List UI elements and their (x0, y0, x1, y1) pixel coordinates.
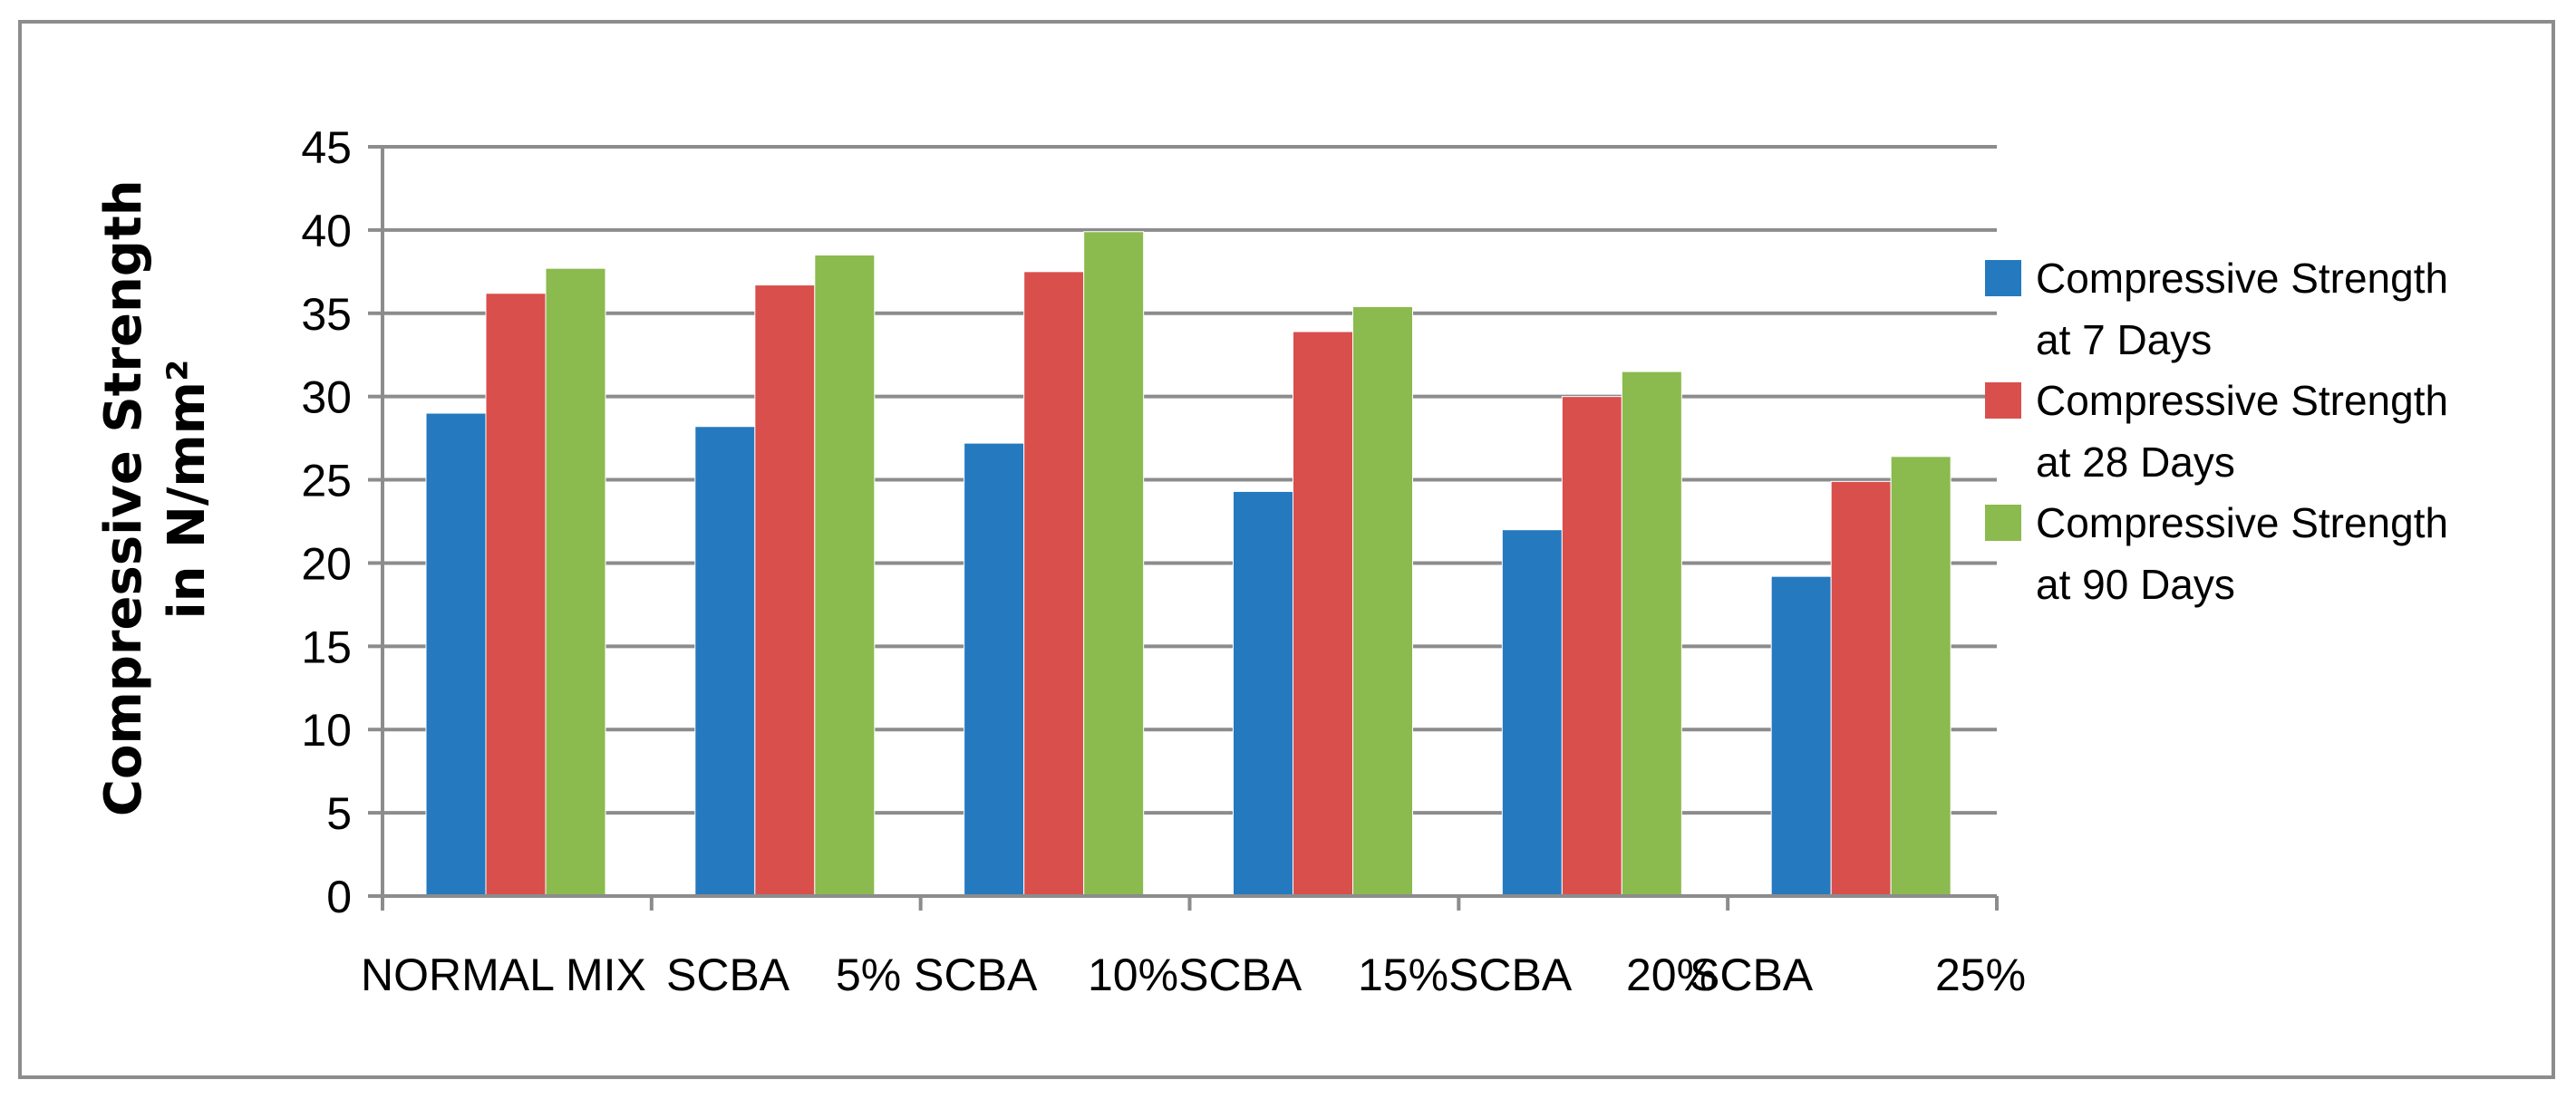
bar-2-6 (1830, 480, 1892, 897)
y-axis-title: Compressive Strength in N/mm² (94, 162, 217, 816)
legend-label-2-line-2: at 28 Days (2036, 439, 2235, 486)
x-tick-labels: NORMAL MIX SCBA 5% SCBA 10%SCBA 15%SCBA 20%SC… (361, 950, 2026, 1000)
y-tick-label: 40 (301, 206, 352, 256)
bar-2-1 (485, 293, 547, 897)
x-tick-label: 5% SCBA (836, 950, 1038, 1000)
x-tick-label: NORMAL MIX (361, 950, 646, 1000)
bars (425, 231, 1951, 897)
x-tick-label: SCBA (666, 950, 790, 1000)
bar-1-6 (1770, 575, 1832, 897)
legend-label-1-line-1: Compressive Strength (2036, 255, 2448, 302)
legend-swatch-1 (1985, 260, 2021, 296)
legend-swatch-3 (1985, 505, 2021, 541)
y-tick-label: 10 (301, 705, 352, 756)
x-tick-label: SCBA (1690, 950, 1814, 1000)
y-tick-labels: 0 5 10 15 20 25 30 35 40 45 (301, 122, 352, 922)
bar-3-2 (814, 254, 876, 897)
bar-1-5 (1501, 529, 1563, 897)
bar-1-2 (694, 426, 756, 897)
y-tick-label: 45 (301, 122, 352, 173)
y-axis-title-line-1: Compressive Strength (94, 179, 153, 816)
y-tick-label: 15 (301, 622, 352, 672)
legend-label-2-line-1: Compressive Strength (2036, 377, 2448, 424)
legend-swatch-2 (1985, 382, 2021, 419)
bar-2-4 (1293, 331, 1353, 897)
bar-3-6 (1890, 456, 1951, 897)
y-tick-label: 25 (301, 456, 352, 506)
bar-1-4 (1233, 490, 1293, 897)
bar-2-5 (1561, 396, 1622, 897)
bar-1-3 (964, 442, 1025, 897)
y-tick-label: 20 (301, 538, 352, 589)
bar-3-1 (545, 267, 606, 897)
y-tick-label: 30 (301, 372, 352, 423)
legend-label-3-line-1: Compressive Strength (2036, 499, 2448, 546)
axes (368, 145, 1999, 911)
x-tick-label: 10%SCBA (1088, 950, 1303, 1000)
gridlines (383, 145, 1997, 815)
y-tick-label: 5 (326, 788, 352, 839)
legend-label-3-line-2: at 90 Days (2036, 561, 2235, 608)
bar-3-5 (1621, 371, 1682, 897)
legend-label-1-line-2: at 7 Days (2036, 316, 2212, 363)
bar-2-2 (754, 284, 816, 897)
y-tick-label: 0 (326, 872, 352, 922)
x-tick-label: 15%SCBA (1358, 950, 1573, 1000)
bar-1-1 (425, 412, 487, 897)
x-tick-label: 25% (1935, 950, 2026, 1000)
legend: Compressive Strength at 7 Days Compressive… (1985, 255, 2448, 608)
bar-3-3 (1083, 231, 1145, 897)
x-tick-label: 20% (1626, 950, 1717, 1000)
bar-3-4 (1352, 305, 1413, 897)
y-tick-label: 35 (301, 289, 352, 340)
y-axis-title-line-2: in N/mm² (158, 359, 217, 619)
bar-2-3 (1023, 271, 1085, 897)
